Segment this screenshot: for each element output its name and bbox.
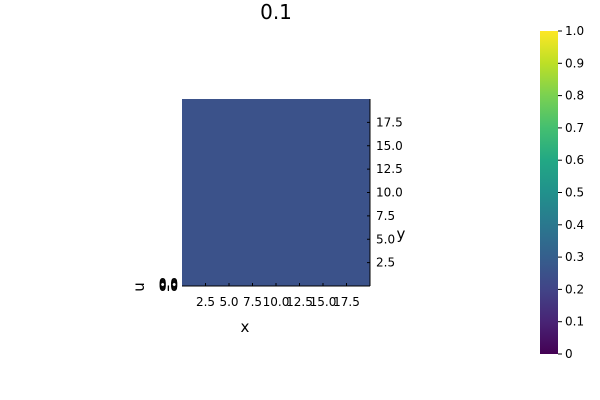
colorbar-tick-label: 0.8 — [565, 89, 584, 103]
x-ticks: 2.5 5.0 7.5 10.012.515.017.5 — [196, 283, 360, 309]
colorbar-tick-label: 0.6 — [565, 153, 584, 167]
x-tick-label: 5.0 — [219, 295, 238, 309]
y-tick-label: 15.0 — [376, 139, 403, 153]
x-tick-label: 7.5 — [243, 295, 262, 309]
x-tick-label: 15.0 — [310, 295, 337, 309]
y-tick-label: 10.0 — [376, 186, 403, 200]
colorbar-ticks: 0 0.1 0.2 0.3 0.4 0.5 0.6 0.7 0.8 0.9 1.0 — [558, 24, 584, 361]
colorbar-tick-label: 0.4 — [565, 218, 584, 232]
colorbar-tick-label: 0.3 — [565, 250, 584, 264]
colorbar-tick-label: 0.7 — [565, 121, 584, 135]
y-axis-label: y — [397, 225, 406, 243]
z-tick-label: 0.0 — [159, 277, 178, 291]
y-ticks: 2.5 5.0 7.5 10.0 12.5 15.0 17.5 — [367, 115, 403, 270]
z-tick-label: 0.0 — [159, 280, 178, 294]
colorbar-tick-label: 0.5 — [565, 186, 584, 200]
y-tick-label: 2.5 — [376, 256, 395, 270]
colorbar-tick-label: 0.1 — [565, 315, 584, 329]
colorbar — [540, 31, 558, 354]
x-axis-label: x — [241, 318, 250, 336]
chart-title: 0.1 — [260, 0, 292, 24]
z-tick-label: 0.0 — [159, 279, 178, 293]
x-tick-label: 10.0 — [263, 295, 290, 309]
z-tick-label: 0.0 — [159, 278, 178, 292]
x-tick-label: 2.5 — [196, 295, 215, 309]
colorbar-tick-label: 0.9 — [565, 56, 584, 70]
colorbar-tick-label: 0.2 — [565, 282, 584, 296]
z-ticks: 0.00.00.00.00.0 — [159, 276, 178, 294]
z-axis-label: u — [130, 282, 148, 292]
x-tick-label: 17.5 — [333, 295, 360, 309]
y-tick-label: 7.5 — [376, 209, 395, 223]
heatmap-field — [182, 99, 370, 286]
x-tick-label: 12.5 — [286, 295, 313, 309]
z-tick-label: 0.0 — [159, 276, 178, 290]
y-tick-label: 12.5 — [376, 162, 403, 176]
colorbar-tick-label: 0 — [565, 347, 573, 361]
colorbar-tick-label: 1.0 — [565, 24, 584, 38]
y-tick-label: 5.0 — [376, 232, 395, 246]
y-tick-label: 17.5 — [376, 115, 403, 129]
